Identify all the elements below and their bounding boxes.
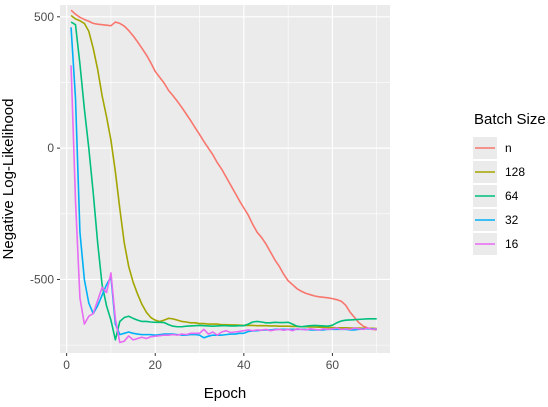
legend: Batch Size n 128 64 32 16 <box>473 111 546 255</box>
x-tick-label: 0 <box>63 358 70 372</box>
y-axis-label: Negative Log-Likelihood <box>0 99 17 260</box>
y-tick-label: 500 <box>34 10 54 24</box>
series-line-16 <box>70 65 377 344</box>
x-tick-label: 20 <box>149 358 163 372</box>
x-tick-label: 40 <box>237 358 251 372</box>
x-axis: 0 20 40 60 <box>63 353 339 372</box>
x-tick-label: 60 <box>326 358 340 372</box>
y-tick-label: 0 <box>47 141 54 155</box>
legend-label-16: 16 <box>505 237 519 251</box>
legend-label-128: 128 <box>505 165 525 179</box>
y-tick-label: -500 <box>30 272 54 286</box>
y-axis: -500 0 500 <box>30 10 60 286</box>
plot-panel <box>60 5 390 353</box>
series-line-64 <box>70 21 377 341</box>
minor-gridlines <box>60 5 390 353</box>
series-line-128 <box>70 14 377 330</box>
series-lines <box>70 9 377 344</box>
legend-keys: n 128 64 32 16 <box>473 137 525 255</box>
legend-label-n: n <box>505 141 512 155</box>
series-line-n <box>70 9 377 331</box>
legend-title: Batch Size <box>474 111 546 128</box>
x-axis-label: Epoch <box>204 385 247 402</box>
legend-label-64: 64 <box>505 189 519 203</box>
major-gridlines <box>60 5 390 353</box>
legend-label-32: 32 <box>505 213 519 227</box>
